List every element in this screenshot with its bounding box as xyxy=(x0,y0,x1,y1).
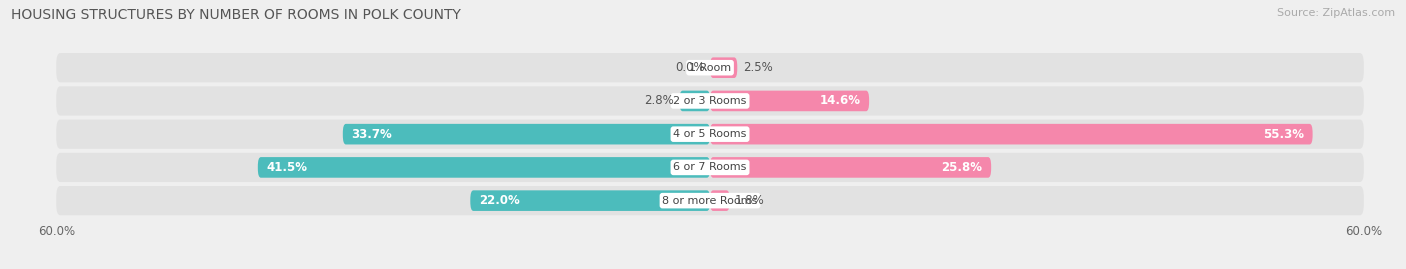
Text: HOUSING STRUCTURES BY NUMBER OF ROOMS IN POLK COUNTY: HOUSING STRUCTURES BY NUMBER OF ROOMS IN… xyxy=(11,8,461,22)
Text: 1 Room: 1 Room xyxy=(689,63,731,73)
FancyBboxPatch shape xyxy=(56,186,1364,215)
Text: 33.7%: 33.7% xyxy=(352,128,392,141)
FancyBboxPatch shape xyxy=(679,91,710,111)
FancyBboxPatch shape xyxy=(56,86,1364,116)
FancyBboxPatch shape xyxy=(710,91,869,111)
Text: 6 or 7 Rooms: 6 or 7 Rooms xyxy=(673,162,747,172)
Text: 8 or more Rooms: 8 or more Rooms xyxy=(662,196,758,206)
FancyBboxPatch shape xyxy=(56,53,1364,82)
FancyBboxPatch shape xyxy=(710,190,730,211)
FancyBboxPatch shape xyxy=(257,157,710,178)
Text: 1.8%: 1.8% xyxy=(735,194,765,207)
FancyBboxPatch shape xyxy=(56,119,1364,149)
FancyBboxPatch shape xyxy=(56,153,1364,182)
FancyBboxPatch shape xyxy=(710,57,737,78)
FancyBboxPatch shape xyxy=(710,157,991,178)
Text: 41.5%: 41.5% xyxy=(267,161,308,174)
Text: 4 or 5 Rooms: 4 or 5 Rooms xyxy=(673,129,747,139)
FancyBboxPatch shape xyxy=(343,124,710,144)
Text: 2.5%: 2.5% xyxy=(742,61,772,74)
FancyBboxPatch shape xyxy=(710,124,1313,144)
Text: 25.8%: 25.8% xyxy=(942,161,983,174)
Text: 0.0%: 0.0% xyxy=(675,61,704,74)
Text: 22.0%: 22.0% xyxy=(479,194,520,207)
Text: 2 or 3 Rooms: 2 or 3 Rooms xyxy=(673,96,747,106)
Text: Source: ZipAtlas.com: Source: ZipAtlas.com xyxy=(1277,8,1395,18)
Text: 55.3%: 55.3% xyxy=(1263,128,1303,141)
Text: 2.8%: 2.8% xyxy=(644,94,673,107)
FancyBboxPatch shape xyxy=(470,190,710,211)
Text: 14.6%: 14.6% xyxy=(820,94,860,107)
